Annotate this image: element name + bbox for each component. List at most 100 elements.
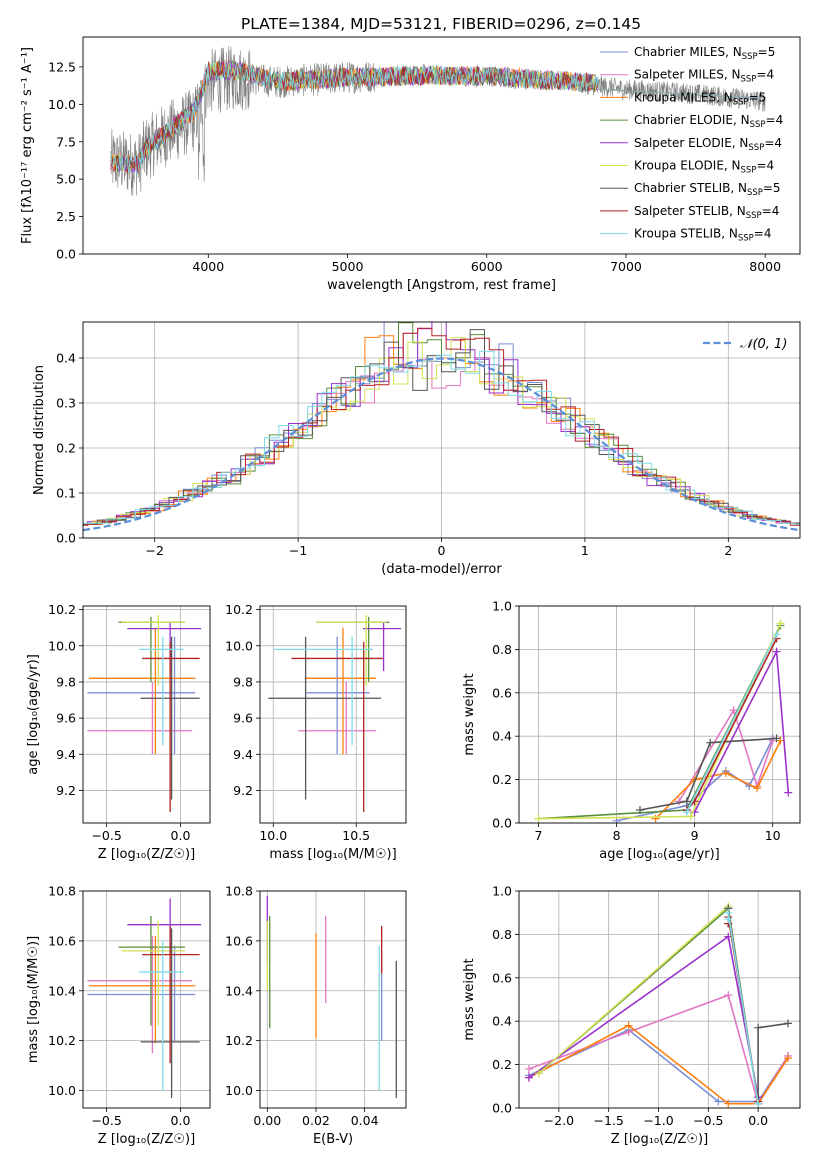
axes-ebv-mass: 0.00 0.02 0.04 10.0 10.2 10.4 10.6 10.8 E(B-V) bbox=[225, 884, 406, 1147]
y-tick-label: 2.5 bbox=[56, 209, 76, 224]
legend-entry: Chabrier ELODIE, NSSP=4 bbox=[634, 113, 783, 130]
x-axis-label: E(B-V) bbox=[313, 1132, 353, 1147]
x-axis-label: mass [log₁₀(M/M☉)] bbox=[269, 847, 396, 862]
y-tick-label: 10.2 bbox=[225, 602, 253, 617]
legend-nssp-value: =5 bbox=[758, 45, 776, 59]
x-tick-label: 10 bbox=[765, 828, 781, 843]
weight-marker bbox=[675, 797, 684, 806]
weight-marker bbox=[784, 1054, 793, 1063]
legend-nssp-sub: SSP bbox=[741, 166, 757, 176]
legend-model-name: Salpeter MILES bbox=[634, 68, 724, 82]
y-tick-label: 10.2 bbox=[225, 1033, 253, 1048]
axes-mass-age: 10.0 10.5 9.2 9.4 9.6 9.8 10.0 10.2 mass [log₁₀(… bbox=[225, 602, 406, 862]
weight-marker bbox=[724, 1099, 733, 1108]
x-tick-label: 0.02 bbox=[302, 1113, 330, 1128]
y-axis-label: mass [log₁₀(M/M☉)] bbox=[26, 936, 41, 1063]
legend-nssp-value: =4 bbox=[764, 136, 782, 150]
x-axis-label: Z [log₁₀(Z/Z☉)] bbox=[611, 1132, 708, 1147]
x-tick-label: −0.5 bbox=[91, 1113, 121, 1128]
y-tick-label: 0.4 bbox=[56, 351, 76, 366]
spectrum-model-line bbox=[110, 60, 765, 175]
y-tick-label: 12.5 bbox=[48, 59, 76, 74]
y-tick-label: 1.0 bbox=[492, 884, 512, 899]
legend-nssp-sub: SSP bbox=[742, 52, 758, 62]
x-tick-label: 7000 bbox=[610, 259, 642, 274]
weight-marker bbox=[706, 738, 715, 747]
y-tick-label: 0.6 bbox=[492, 685, 512, 700]
legend-nssp-label: , N bbox=[732, 136, 749, 150]
x-axis-label: wavelength [Angstrom, rest frame] bbox=[327, 278, 556, 293]
x-tick-label: 8000 bbox=[749, 259, 781, 274]
legend-entry: Kroupa STELIB, NSSP=4 bbox=[634, 227, 772, 244]
y-tick-label: 9.2 bbox=[56, 783, 76, 798]
legend-nssp-value: =4 bbox=[766, 113, 784, 127]
y-axis-label: Flux [fλ10⁻¹⁷ erg cm⁻² s⁻¹ A⁻¹] bbox=[20, 47, 35, 244]
legend-nssp-sub: SSP bbox=[741, 75, 757, 85]
y-tick-label: 10.2 bbox=[48, 1033, 76, 1048]
weight-marker bbox=[754, 1023, 763, 1032]
x-tick-label: −0.5 bbox=[91, 828, 121, 843]
frame-ebv-mass bbox=[259, 890, 407, 1109]
x-tick-label: 0.0 bbox=[171, 1113, 191, 1128]
weight-marker bbox=[651, 814, 660, 823]
legend-entry: Salpeter ELODIE, NSSP=4 bbox=[634, 136, 782, 153]
y-tick-label: 10.2 bbox=[48, 602, 76, 617]
legend-model-name: Salpeter STELIB bbox=[634, 204, 729, 218]
y-tick-label: 9.4 bbox=[233, 747, 253, 762]
y-tick-label: 9.2 bbox=[233, 783, 253, 798]
weight-marker bbox=[754, 1099, 763, 1108]
y-tick-label: 10.0 bbox=[48, 638, 76, 653]
weight-marker bbox=[534, 1069, 543, 1078]
y-tick-label: 0.8 bbox=[492, 642, 512, 657]
legend-nssp-value: =4 bbox=[756, 159, 774, 173]
legend-nssp-label: , N bbox=[724, 159, 741, 173]
y-tick-label: 7.5 bbox=[56, 134, 76, 149]
frame-z-weight bbox=[518, 890, 801, 1109]
y-tick-label: 9.4 bbox=[56, 747, 76, 762]
x-tick-label: 5000 bbox=[332, 259, 364, 274]
weight-marker bbox=[524, 1064, 533, 1073]
x-tick-label: 0.0 bbox=[171, 828, 191, 843]
y-tick-label: 0.2 bbox=[492, 1057, 512, 1072]
y-tick-label: 0.2 bbox=[56, 441, 76, 456]
x-tick-label: 9 bbox=[691, 828, 699, 843]
y-tick-label: 10.6 bbox=[225, 933, 253, 948]
y-tick-label: 10.6 bbox=[48, 933, 76, 948]
y-tick-label: 0.0 bbox=[56, 247, 76, 262]
y-tick-label: 0.3 bbox=[56, 396, 76, 411]
y-tick-label: 0.6 bbox=[492, 970, 512, 985]
weight-marker bbox=[729, 706, 738, 715]
x-axis-label: (data-model)/error bbox=[381, 562, 502, 577]
y-tick-label: 0.4 bbox=[492, 729, 512, 744]
legend-nssp-value: =5 bbox=[749, 90, 767, 104]
frame-mass-age bbox=[259, 605, 407, 824]
x-tick-label: −2 bbox=[145, 543, 163, 558]
y-tick-label: 9.8 bbox=[233, 674, 253, 689]
y-tick-label: 1.0 bbox=[492, 599, 512, 614]
charts-layer: 4000 5000 6000 7000 80000.02.55.07.510.012.5… bbox=[20, 36, 801, 1147]
y-tick-label: 0.1 bbox=[56, 486, 76, 501]
x-tick-label: −1.0 bbox=[643, 1113, 673, 1128]
x-tick-label: 0 bbox=[438, 543, 446, 558]
x-axis-label: age [log₁₀(age/yr)] bbox=[599, 847, 720, 862]
legend-model-name: Kroupa STELIB bbox=[634, 227, 721, 241]
frame-spectrum bbox=[82, 36, 801, 255]
legend-gaussian-label: 𝒩(0, 1) bbox=[740, 337, 787, 352]
weight-marker bbox=[776, 619, 785, 628]
weight-marker bbox=[624, 1021, 633, 1030]
legend-nssp-sub: SSP bbox=[746, 211, 762, 221]
legend-nssp-sub: SSP bbox=[750, 120, 766, 130]
y-tick-label: 9.8 bbox=[56, 674, 76, 689]
x-axis-label: Z [log₁₀(Z/Z☉)] bbox=[98, 1132, 195, 1147]
weight-marker bbox=[686, 812, 695, 821]
y-tick-label: 0.8 bbox=[492, 927, 512, 942]
legend-entry: Kroupa MILES, NSSP=5 bbox=[634, 90, 766, 107]
y-tick-label: 10.0 bbox=[48, 97, 76, 112]
legend-entry: Salpeter STELIB, NSSP=4 bbox=[634, 204, 779, 221]
y-tick-label: 10.0 bbox=[48, 1083, 76, 1098]
weight-marker bbox=[772, 630, 781, 639]
legend-entry: Kroupa ELODIE, NSSP=4 bbox=[634, 159, 774, 176]
x-tick-label: 6000 bbox=[471, 259, 503, 274]
x-tick-label: 10.5 bbox=[342, 828, 370, 843]
